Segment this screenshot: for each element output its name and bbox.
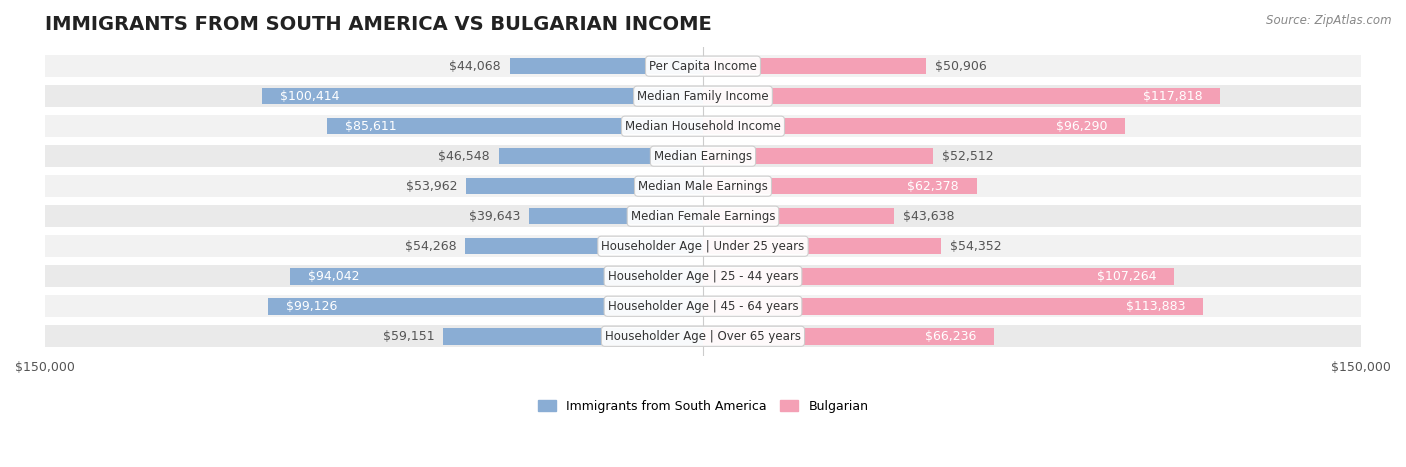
Text: $53,962: $53,962 <box>406 180 457 193</box>
Text: $113,883: $113,883 <box>1126 300 1185 313</box>
Text: $66,236: $66,236 <box>925 330 976 343</box>
Bar <box>45 115 1361 137</box>
Text: $62,378: $62,378 <box>907 180 959 193</box>
Text: Householder Age | Over 65 years: Householder Age | Over 65 years <box>605 330 801 343</box>
Text: $39,643: $39,643 <box>470 210 520 223</box>
Bar <box>263 88 703 105</box>
Text: $43,638: $43,638 <box>903 210 955 223</box>
Bar <box>45 56 1361 77</box>
Bar <box>45 205 1361 227</box>
Bar <box>703 298 1202 314</box>
Text: $107,264: $107,264 <box>1097 270 1156 283</box>
Text: $54,268: $54,268 <box>405 240 456 253</box>
Bar <box>45 296 1361 317</box>
Text: $94,042: $94,042 <box>308 270 360 283</box>
Bar <box>703 208 894 225</box>
Bar <box>703 178 977 194</box>
Text: $85,611: $85,611 <box>344 120 396 133</box>
Text: Householder Age | 25 - 44 years: Householder Age | 25 - 44 years <box>607 270 799 283</box>
Bar <box>509 58 703 74</box>
Bar <box>703 328 994 345</box>
Bar <box>45 235 1361 257</box>
Text: Median Earnings: Median Earnings <box>654 150 752 163</box>
Legend: Immigrants from South America, Bulgarian: Immigrants from South America, Bulgarian <box>533 395 873 417</box>
Text: Per Capita Income: Per Capita Income <box>650 60 756 73</box>
Bar <box>465 238 703 255</box>
Text: $96,290: $96,290 <box>1056 120 1108 133</box>
Text: $46,548: $46,548 <box>439 150 491 163</box>
Text: Householder Age | 45 - 64 years: Householder Age | 45 - 64 years <box>607 300 799 313</box>
Text: $50,906: $50,906 <box>935 60 987 73</box>
Bar <box>291 268 703 284</box>
Bar <box>45 85 1361 107</box>
Text: Median Male Earnings: Median Male Earnings <box>638 180 768 193</box>
Text: Median Household Income: Median Household Income <box>626 120 780 133</box>
Text: Source: ZipAtlas.com: Source: ZipAtlas.com <box>1267 14 1392 27</box>
Bar <box>45 145 1361 167</box>
Text: $117,818: $117,818 <box>1143 90 1202 103</box>
Text: IMMIGRANTS FROM SOUTH AMERICA VS BULGARIAN INCOME: IMMIGRANTS FROM SOUTH AMERICA VS BULGARI… <box>45 15 711 34</box>
Text: $59,151: $59,151 <box>382 330 434 343</box>
Bar <box>45 176 1361 197</box>
Bar <box>529 208 703 225</box>
Bar <box>443 328 703 345</box>
Text: $99,126: $99,126 <box>285 300 337 313</box>
Bar <box>703 268 1174 284</box>
Bar <box>328 118 703 134</box>
Text: $100,414: $100,414 <box>280 90 339 103</box>
Text: $54,352: $54,352 <box>950 240 1002 253</box>
Text: Householder Age | Under 25 years: Householder Age | Under 25 years <box>602 240 804 253</box>
Bar <box>499 148 703 164</box>
Bar <box>467 178 703 194</box>
Text: Median Family Income: Median Family Income <box>637 90 769 103</box>
Text: $44,068: $44,068 <box>450 60 501 73</box>
Bar <box>703 58 927 74</box>
Text: Median Female Earnings: Median Female Earnings <box>631 210 775 223</box>
Bar <box>703 238 942 255</box>
Bar <box>45 265 1361 287</box>
Bar <box>703 88 1220 105</box>
Bar <box>703 118 1125 134</box>
Bar <box>45 325 1361 347</box>
Bar <box>269 298 703 314</box>
Bar <box>703 148 934 164</box>
Text: $52,512: $52,512 <box>942 150 994 163</box>
